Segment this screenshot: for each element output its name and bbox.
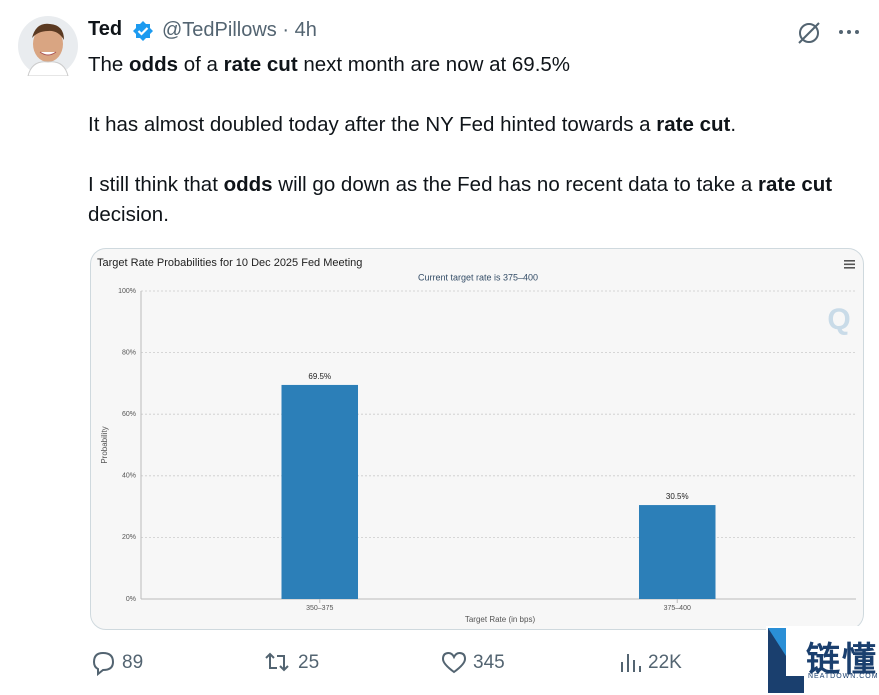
- y-tick-label: 40%: [122, 473, 136, 480]
- tweet-text: The odds of a rate cut next month are no…: [88, 50, 833, 260]
- paragraph: It has almost doubled today after the NY…: [88, 110, 833, 140]
- like-count[interactable]: 345: [473, 652, 505, 673]
- verified-badge: [133, 21, 153, 41]
- chart-title: Target Rate Probabilities for 10 Dec 202…: [97, 257, 362, 269]
- reply-icon[interactable]: [90, 650, 130, 676]
- chart-card[interactable]: Target Rate Probabilities for 10 Dec 202…: [90, 248, 864, 630]
- watermark-logo: [768, 628, 804, 693]
- text-run: It has almost doubled today after the NY…: [88, 113, 657, 136]
- text-run: I still think that: [88, 173, 224, 196]
- bar: [638, 505, 716, 599]
- chart: Target Rate Probabilities for 10 Dec 202…: [97, 257, 856, 624]
- reply-count[interactable]: 89: [122, 652, 144, 673]
- text-run: will go down as the Fed has no recent da…: [272, 173, 759, 196]
- text-run: of a: [178, 53, 224, 76]
- handle[interactable]: @TedPillows: [162, 19, 277, 41]
- x-axis-label: Target Rate (in bps): [465, 615, 536, 624]
- text-run: odds: [129, 53, 178, 76]
- y-tick-label: 0%: [126, 596, 136, 603]
- avatar[interactable]: [18, 16, 78, 76]
- text-run: rate cut: [223, 53, 298, 76]
- text-run: rate cut: [656, 113, 731, 136]
- repost-icon[interactable]: [262, 650, 292, 676]
- bar: [281, 384, 359, 599]
- x-tick-label: 350–375: [306, 605, 333, 612]
- y-tick-label: 60%: [122, 411, 136, 418]
- y-tick-label: 20%: [122, 534, 136, 541]
- y-tick-label: 100%: [118, 288, 136, 295]
- text-run: next month are now at 69.5%: [297, 53, 571, 76]
- chart-subtitle: Current target rate is 375–400: [418, 272, 538, 282]
- top-icons: [798, 22, 859, 44]
- views-icon[interactable]: [619, 650, 645, 676]
- paragraph: The odds of a rate cut next month are no…: [88, 50, 833, 80]
- like-icon[interactable]: [441, 650, 471, 676]
- handle-line: @TedPillows · 4h: [162, 19, 317, 41]
- repost-count[interactable]: 25: [298, 652, 320, 673]
- text-run: odds: [223, 173, 273, 196]
- time[interactable]: 4h: [294, 19, 317, 41]
- watermark-title: 链懂: [806, 641, 878, 679]
- watermark-site: NEATDOWN.COM: [808, 673, 879, 680]
- data-label: 30.5%: [666, 492, 689, 501]
- menu-icon[interactable]: [844, 260, 855, 269]
- text-run: decision.: [88, 203, 169, 226]
- y-tick-label: 80%: [122, 349, 136, 356]
- y-axis-label: Probability: [100, 426, 109, 463]
- paragraph: I still think that odds will go down as …: [88, 170, 833, 230]
- data-label: 69.5%: [308, 372, 331, 381]
- logo: Q: [827, 303, 850, 336]
- views-count[interactable]: 22K: [648, 652, 682, 673]
- x-tick-label: 375–400: [664, 605, 691, 612]
- text-run: The: [88, 53, 130, 76]
- watermark: 链懂 NEATDOWN.COM: [766, 626, 879, 695]
- text-run: .: [730, 113, 737, 136]
- author-name[interactable]: Ted: [88, 18, 123, 40]
- text-run: rate cut: [758, 173, 833, 196]
